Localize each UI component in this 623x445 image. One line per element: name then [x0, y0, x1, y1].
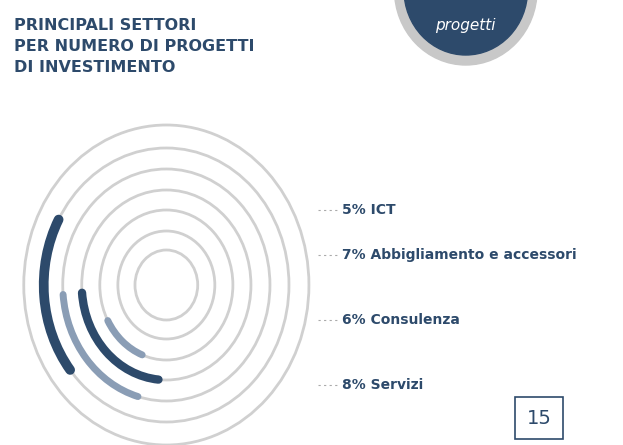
Circle shape: [394, 0, 537, 65]
Text: 5% ICT: 5% ICT: [342, 203, 396, 217]
Text: progetti: progetti: [435, 17, 496, 32]
Text: 7% Abbigliamento e accessori: 7% Abbigliamento e accessori: [342, 248, 577, 262]
Text: 15: 15: [526, 409, 551, 428]
Text: 8% Servizi: 8% Servizi: [342, 378, 424, 392]
Text: PRINCIPALI SETTORI
PER NUMERO DI PROGETTI
DI INVESTIMENTO: PRINCIPALI SETTORI PER NUMERO DI PROGETT…: [14, 18, 255, 75]
Circle shape: [404, 0, 528, 55]
Text: 6% Consulenza: 6% Consulenza: [342, 313, 460, 327]
